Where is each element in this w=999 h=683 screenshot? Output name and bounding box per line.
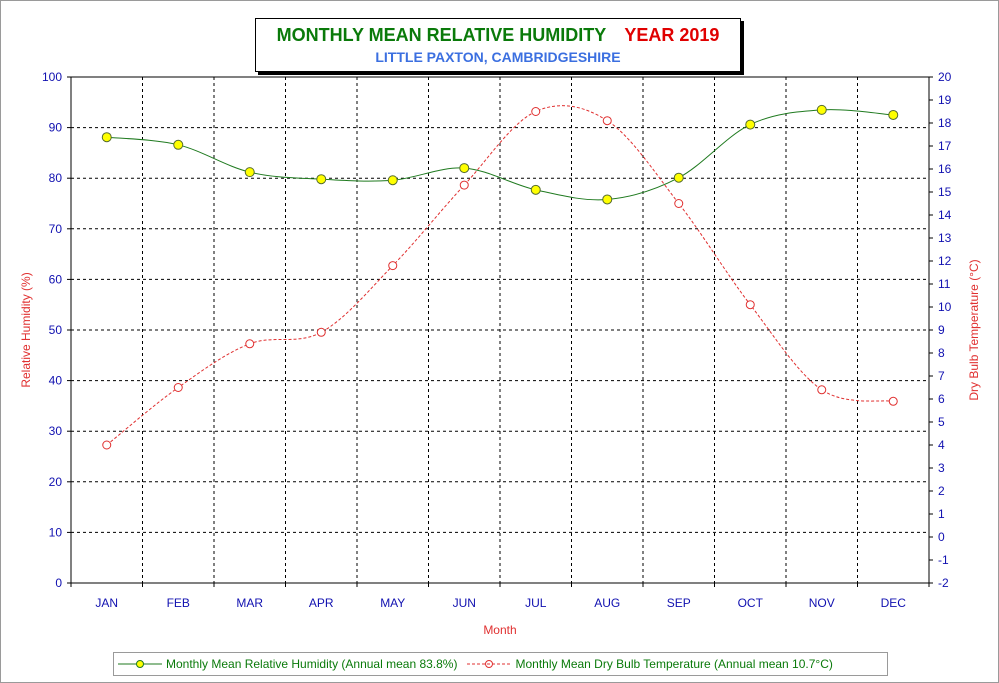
legend-swatch-humidity <box>118 660 162 668</box>
data-point-humidity <box>673 172 684 183</box>
y-axis-tick-label: 30 <box>49 424 63 438</box>
data-point-humidity <box>244 167 255 178</box>
data-point-humidity <box>602 194 613 205</box>
y2-axis-tick-label: -2 <box>938 576 949 590</box>
y-axis-tick-label: 80 <box>49 171 63 185</box>
legend-swatch-temperature <box>467 660 512 668</box>
chart-title: MONTHLY MEAN RELATIVE HUMIDITY <box>276 25 607 45</box>
x-axis-tick-label: JUL <box>525 596 547 610</box>
data-point-humidity <box>101 132 112 143</box>
data-point-temperature <box>173 383 183 392</box>
data-point-humidity <box>459 163 470 174</box>
data-point-humidity <box>888 109 899 120</box>
x-axis-tick-label: DEC <box>881 596 907 610</box>
data-point-temperature <box>316 327 326 337</box>
x-axis-tick-label: JUN <box>453 596 476 610</box>
data-point-temperature <box>888 396 898 406</box>
data-point-humidity <box>816 104 827 115</box>
chart-year: YEAR 2019 <box>624 25 720 45</box>
chart-subtitle: LITTLE PAXTON, CAMBRIDGESHIRE <box>375 49 621 65</box>
data-point-humidity <box>387 175 398 186</box>
legend-label-humidity: Monthly Mean Relative Humidity (Annual m… <box>166 657 458 671</box>
y2-axis-tick-label: 12 <box>938 254 952 268</box>
y2-axis-tick-label: 3 <box>938 461 945 475</box>
data-point-temperature <box>602 116 612 126</box>
y2-axis-tick-label: 4 <box>938 438 945 452</box>
data-point-temperature <box>388 261 398 271</box>
y2-axis-tick-label: 2 <box>938 484 945 498</box>
y-axis-tick-label: 60 <box>49 272 63 286</box>
y-axis-tick-label: 20 <box>49 475 63 489</box>
x-axis-title: Month <box>483 623 516 637</box>
y2-axis-tick-label: 5 <box>938 415 945 429</box>
y-axis-tick-label: 70 <box>49 222 63 236</box>
y2-axis-tick-label: 16 <box>938 162 952 176</box>
y-axis-tick-label: 0 <box>55 576 62 590</box>
x-axis-tick-label: SEP <box>667 596 691 610</box>
data-point-temperature <box>817 385 827 395</box>
y2-axis-tick-label: 15 <box>938 185 952 199</box>
data-point-temperature <box>245 339 255 349</box>
data-point-temperature <box>459 180 469 190</box>
y2-axis-tick-label: 6 <box>938 392 945 406</box>
data-point-temperature <box>745 300 755 310</box>
legend-item-humidity: Monthly Mean Relative Humidity (Annual m… <box>114 657 457 671</box>
y2-axis-tick-label: 10 <box>938 300 952 314</box>
x-axis-tick-label: FEB <box>167 596 190 610</box>
x-axis-tick-label: OCT <box>738 596 764 610</box>
y2-axis-tick-label: 9 <box>938 323 945 337</box>
y-axis-tick-label: 50 <box>49 323 63 337</box>
y2-axis-tick-label: 13 <box>938 231 952 245</box>
series-line-humidity <box>106 109 894 201</box>
data-point-humidity <box>530 184 541 195</box>
x-axis-tick-label: MAY <box>380 596 405 610</box>
x-axis-tick-label: AUG <box>594 596 620 610</box>
chart-legend: Monthly Mean Relative Humidity (Annual m… <box>113 652 888 676</box>
y-axis-tick-label: 10 <box>49 525 63 539</box>
chart-title-line: MONTHLY MEAN RELATIVE HUMIDITY YEAR 2019 <box>256 25 740 46</box>
y2-axis-tick-label: 8 <box>938 346 945 360</box>
data-point-temperature <box>102 440 112 450</box>
y-axis-tick-label: 40 <box>49 374 63 388</box>
y2-axis-tick-label: 19 <box>938 93 952 107</box>
y2-axis-tick-label: -1 <box>938 553 949 567</box>
y-axis-title: Relative Humidity (%) <box>19 272 33 387</box>
y2-axis-tick-label: 0 <box>938 530 945 544</box>
data-point-humidity <box>173 139 184 150</box>
y-axis-tick-label: 90 <box>49 121 63 135</box>
y2-axis-tick-label: 7 <box>938 369 945 383</box>
x-axis-tick-label: MAR <box>236 596 263 610</box>
x-axis-tick-label: NOV <box>809 596 835 610</box>
data-point-temperature <box>531 107 541 116</box>
y2-axis-tick-label: 18 <box>938 116 952 130</box>
x-axis-tick-label: JAN <box>95 596 118 610</box>
legend-item-temperature: Monthly Mean Dry Bulb Temperature (Annua… <box>463 657 833 671</box>
legend-label-temperature: Monthly Mean Dry Bulb Temperature (Annua… <box>515 657 833 671</box>
data-point-humidity <box>316 174 327 185</box>
y2-axis-tick-label: 20 <box>938 70 952 84</box>
y2-axis-tick-label: 14 <box>938 208 952 222</box>
y2-axis-tick-label: 1 <box>938 507 945 521</box>
data-point-humidity <box>745 119 756 130</box>
x-axis-tick-label: APR <box>309 596 334 610</box>
y2-axis-title: Dry Bulb Temperature (°C) <box>967 259 981 400</box>
data-point-temperature <box>674 199 684 208</box>
y2-axis-tick-label: 17 <box>938 139 952 153</box>
chart-title-box: MONTHLY MEAN RELATIVE HUMIDITY YEAR 2019 … <box>255 18 741 72</box>
y2-axis-tick-label: 11 <box>938 277 951 291</box>
y-axis-tick-label: 100 <box>42 70 62 84</box>
